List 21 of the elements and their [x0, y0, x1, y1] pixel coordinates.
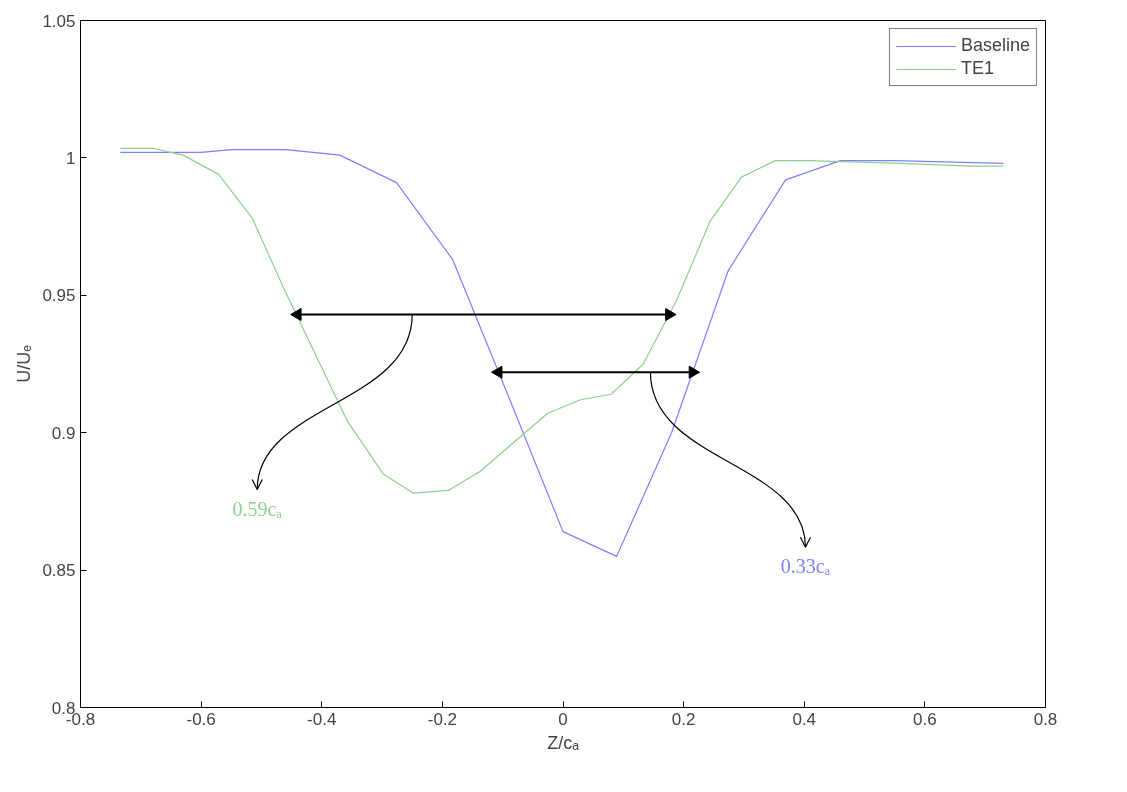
y-tick-label: 1	[66, 148, 76, 168]
x-tick-label: 0.2	[671, 709, 696, 729]
line-series	[119, 149, 1004, 557]
x-tick-label: 0.6	[913, 709, 937, 729]
y-tick-label: 1.05	[42, 11, 76, 31]
y-tick-label: 0.95	[42, 286, 76, 306]
x-tick-label: 0.4	[792, 709, 817, 729]
annotation: 0.33cₐ	[780, 555, 831, 578]
y-axis-title: U/Uₑ	[14, 344, 35, 383]
x-tick-label: -0.4	[307, 709, 337, 729]
legend-label: Baseline	[960, 35, 1030, 56]
x-tick-label: -0.2	[427, 709, 458, 729]
y-tick-label: 0.85	[42, 561, 76, 581]
y-tick-label: 0.9	[51, 423, 76, 443]
x-tick-label: -0.6	[186, 709, 216, 729]
line-series	[119, 147, 1004, 494]
legend-label: TE1	[960, 58, 994, 79]
x-tick-label: 0	[558, 709, 568, 729]
x-tick-label: 0.8	[1033, 709, 1058, 729]
x-axis-title: Z/cₐ	[547, 732, 580, 753]
annotation: 0.59cₐ	[232, 497, 283, 520]
